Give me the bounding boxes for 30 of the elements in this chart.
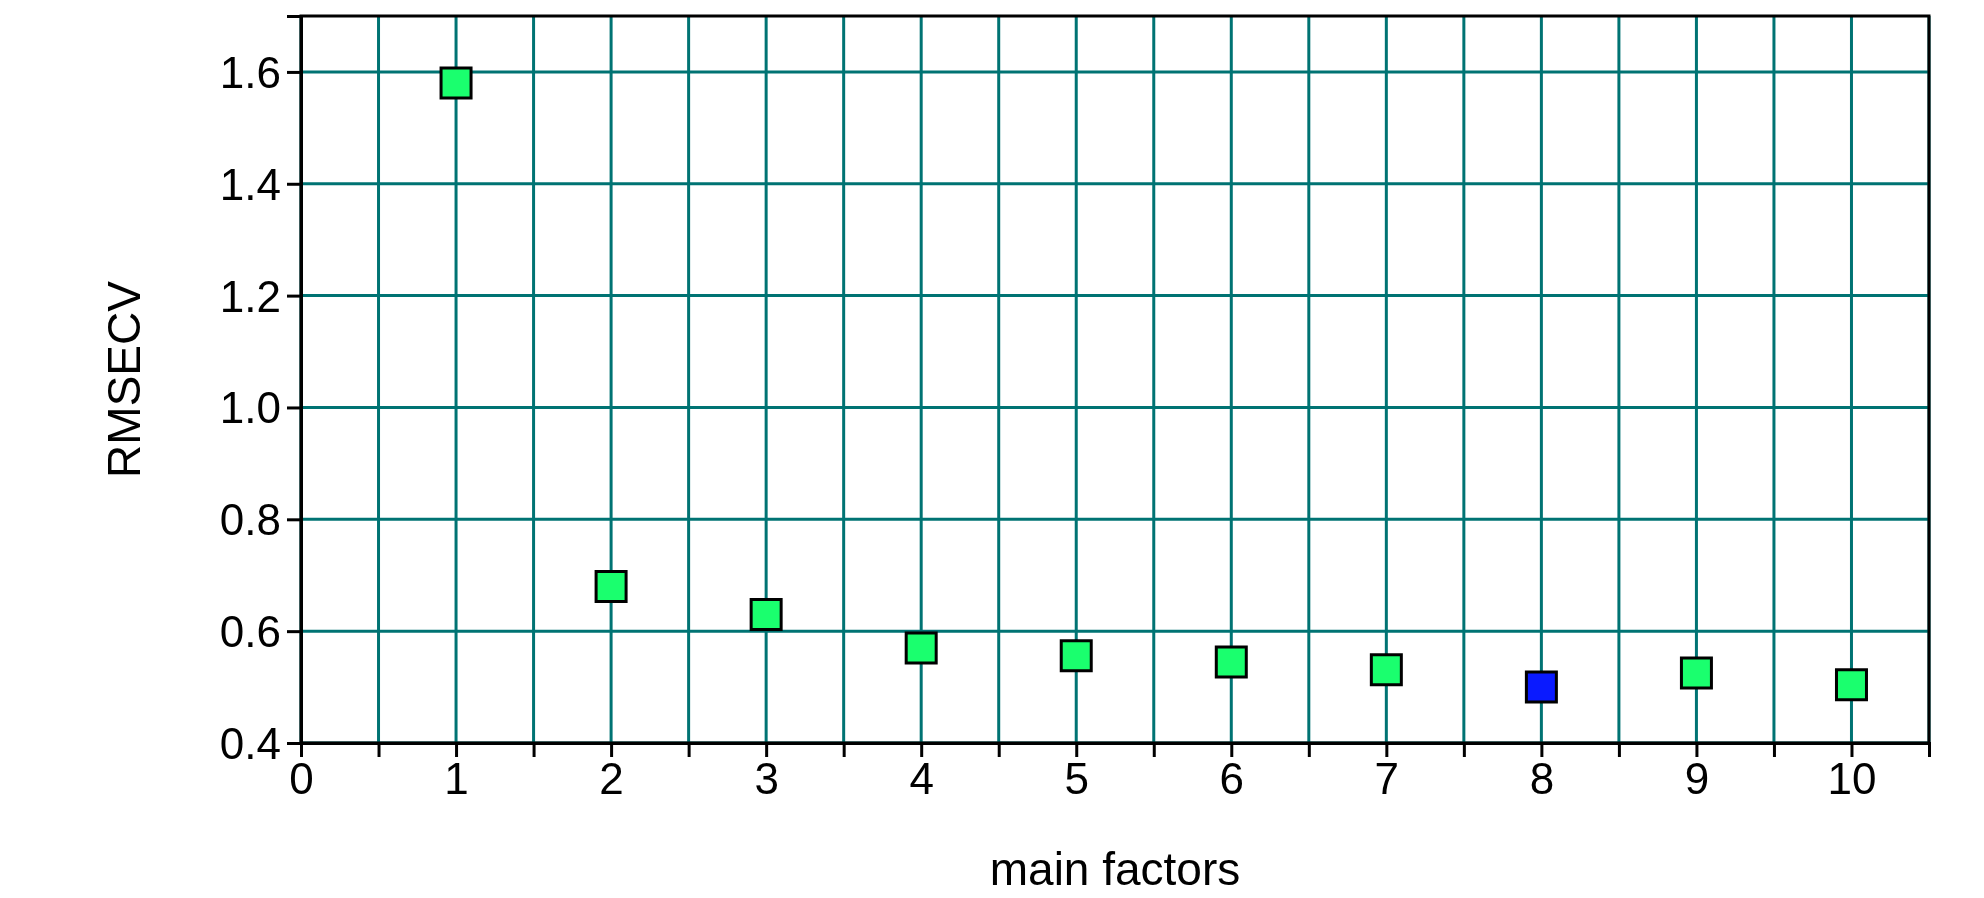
y-tick-label: 0.6 [219,607,281,657]
y-tick-label: 1.0 [219,383,281,433]
x-tick-label: 2 [599,754,624,804]
x-tick-label: 8 [1529,754,1555,804]
x-tick-label: 1 [444,754,469,804]
x-axis-title: main factors [989,843,1241,895]
x-tick-label: 0 [289,754,314,804]
point [749,597,783,631]
point [1524,670,1558,704]
x-tick-label: 9 [1684,754,1710,804]
point [439,66,473,100]
point [1214,645,1248,679]
point [1369,653,1403,687]
x-tick-label: 7 [1374,754,1400,804]
y-axis-title: RMSECV [98,280,150,478]
point [1679,656,1713,690]
x-tick-label: 3 [754,754,779,804]
point [594,569,628,603]
point [1059,639,1093,673]
x-tick-label: 5 [1064,754,1089,804]
y-tick-label: 1.6 [219,47,281,97]
y-tick-label: 0.8 [219,495,281,545]
y-tick-label: 1.4 [219,159,281,209]
point [1834,668,1868,702]
x-tick-label: 4 [909,754,934,804]
y-tick-label: 1.2 [219,271,281,321]
x-tick-label: 10 [1827,754,1877,804]
point [904,631,938,665]
x-tick-label: 6 [1219,754,1245,804]
y-tick-label: 0.4 [219,718,281,768]
